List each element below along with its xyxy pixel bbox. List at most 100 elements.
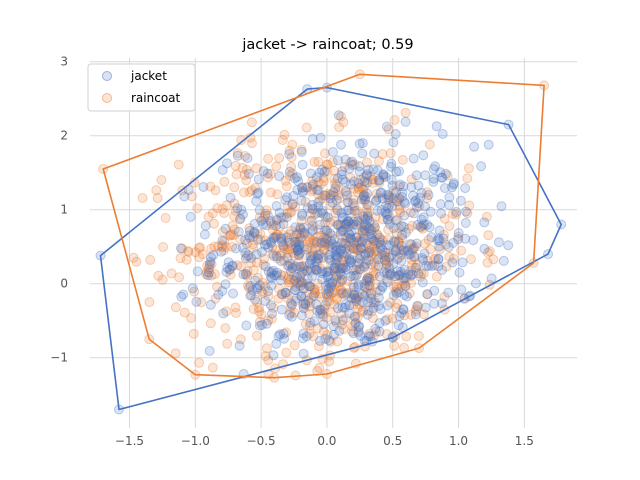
data-point xyxy=(352,236,362,247)
data-point xyxy=(265,271,276,282)
data-point xyxy=(405,271,416,282)
data-point xyxy=(418,219,429,230)
data-point xyxy=(324,296,335,307)
data-point xyxy=(192,203,203,214)
data-point xyxy=(285,266,296,277)
data-point xyxy=(416,268,427,279)
data-point xyxy=(281,347,292,358)
data-point xyxy=(385,148,396,159)
data-point xyxy=(252,188,263,199)
data-point xyxy=(330,183,341,194)
data-point xyxy=(292,172,303,183)
data-point xyxy=(386,174,397,185)
data-point xyxy=(250,182,261,193)
data-point xyxy=(312,185,323,196)
data-point xyxy=(322,227,333,238)
data-point xyxy=(440,239,451,250)
data-point xyxy=(241,251,252,262)
data-point xyxy=(397,230,407,241)
data-point xyxy=(349,159,360,170)
data-point xyxy=(331,241,342,252)
data-point xyxy=(380,315,391,326)
data-point xyxy=(290,285,301,295)
data-point xyxy=(258,166,269,177)
data-point xyxy=(364,281,375,292)
data-point xyxy=(384,219,395,229)
data-point xyxy=(283,271,294,282)
data-point xyxy=(266,237,277,248)
data-point xyxy=(405,248,416,259)
data-point xyxy=(383,214,394,225)
data-point xyxy=(212,281,222,292)
data-point xyxy=(249,228,259,239)
data-point xyxy=(309,251,320,262)
data-point xyxy=(332,189,343,200)
data-point xyxy=(387,201,397,212)
data-point xyxy=(316,268,327,279)
data-point xyxy=(209,241,220,252)
data-point xyxy=(240,247,251,258)
data-point xyxy=(278,328,289,339)
data-point xyxy=(434,244,445,255)
data-point xyxy=(282,260,293,271)
data-point xyxy=(236,204,247,215)
data-point xyxy=(447,257,458,268)
data-point xyxy=(315,308,326,319)
data-point xyxy=(309,288,320,299)
data-point xyxy=(323,252,334,263)
data-point xyxy=(318,326,329,337)
data-point xyxy=(245,290,256,301)
data-point xyxy=(160,213,171,223)
data-point xyxy=(367,313,378,324)
data-point xyxy=(285,274,296,285)
data-point xyxy=(220,223,231,234)
data-point xyxy=(359,278,370,289)
data-point xyxy=(359,225,370,235)
y-tick-label: 3 xyxy=(60,55,68,69)
data-point xyxy=(384,252,395,263)
data-point xyxy=(348,243,359,254)
data-point xyxy=(436,172,447,183)
data-point xyxy=(351,232,362,243)
data-point xyxy=(407,220,417,231)
data-point xyxy=(305,264,316,275)
data-point xyxy=(462,208,473,219)
data-point xyxy=(231,169,242,180)
data-point xyxy=(179,307,190,318)
data-point xyxy=(356,237,367,248)
data-point xyxy=(311,264,322,275)
data-point xyxy=(324,249,335,260)
data-point xyxy=(240,235,251,245)
data-point xyxy=(384,263,395,274)
data-point xyxy=(232,150,243,161)
data-point xyxy=(305,234,315,245)
data-point xyxy=(254,306,265,317)
data-point xyxy=(476,161,487,172)
data-point xyxy=(244,232,255,243)
data-point xyxy=(259,253,270,264)
data-point xyxy=(397,233,408,244)
data-point xyxy=(285,258,296,269)
data-point xyxy=(460,183,471,194)
data-point xyxy=(406,239,417,250)
data-point xyxy=(367,174,378,185)
data-point xyxy=(428,164,439,175)
data-point xyxy=(306,255,316,266)
data-point xyxy=(290,222,301,233)
data-point xyxy=(271,338,282,349)
data-point xyxy=(345,233,356,244)
data-point xyxy=(335,229,346,240)
data-point xyxy=(349,176,360,187)
data-point xyxy=(287,263,298,273)
data-point xyxy=(313,177,324,188)
data-point xyxy=(285,243,296,254)
data-point xyxy=(371,245,382,256)
data-point xyxy=(191,296,202,307)
data-point xyxy=(235,334,246,345)
data-point xyxy=(300,250,311,260)
data-point xyxy=(319,243,330,254)
data-point xyxy=(498,255,509,266)
data-point xyxy=(368,303,379,313)
data-point xyxy=(301,244,312,255)
data-point xyxy=(228,230,239,241)
